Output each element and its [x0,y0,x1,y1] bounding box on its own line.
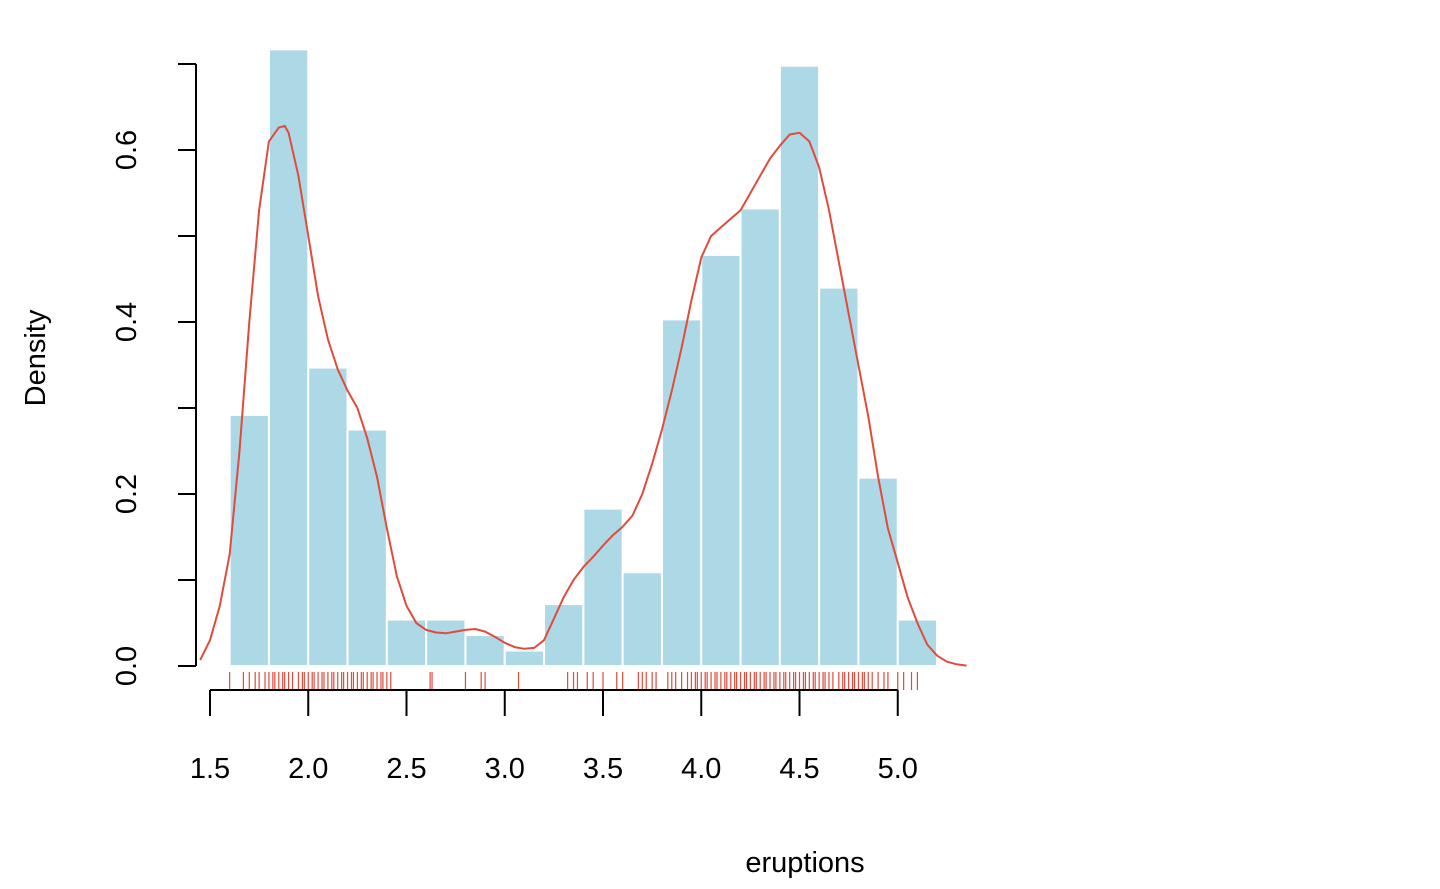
histogram-bar-5 [425,618,467,667]
x-tick-label-0: 1.5 [190,753,230,785]
y-axis-title: Density [20,309,52,406]
histogram-bar-10 [621,571,663,668]
histogram-bar-7 [503,649,546,668]
x-tick-label-7: 5.0 [878,753,918,785]
histogram-bar-14 [778,64,821,668]
histogram-bar-16 [857,476,899,667]
histogram-bar-8 [543,603,585,668]
x-tick-label-5: 4.0 [681,753,721,785]
histogram-bar-2 [307,366,349,667]
y-tick-label-4: 0.4 [111,302,143,342]
density-curve-group [199,124,967,667]
histogram-bar-1 [267,48,310,667]
histogram-bar-9 [582,507,624,667]
y-tick-label-2: 0.2 [111,474,143,514]
histogram-bar-4 [385,618,428,667]
histogram-bar-13 [739,207,781,667]
histogram-bar-17 [896,618,939,667]
rug-marks [229,672,919,690]
y-tick-label-6: 0.6 [111,130,143,170]
y-axis: 0.0 0.2 0.4 0.6 [111,63,197,686]
x-tick-label-3: 3.0 [485,753,525,785]
histogram-bar-0 [228,413,270,667]
histogram-bars [228,48,939,668]
histogram-bar-3 [346,428,388,667]
x-axis: 1.5 2.0 2.5 3.0 3.5 4.0 4.5 5.0 [190,689,918,785]
histogram-bar-15 [818,286,860,667]
x-axis-title: eruptions [745,847,864,879]
histogram-bar-6 [464,634,506,667]
y-tick-label-0: 0.0 [111,646,143,686]
x-tick-label-4: 3.5 [583,753,623,785]
x-tick-label-1: 2.0 [288,753,328,785]
density-curve [199,124,967,667]
x-tick-label-6: 4.5 [779,753,819,785]
histogram-bar-11 [660,318,703,667]
histogram-bar-12 [700,253,742,667]
x-tick-label-2: 2.5 [386,753,426,785]
